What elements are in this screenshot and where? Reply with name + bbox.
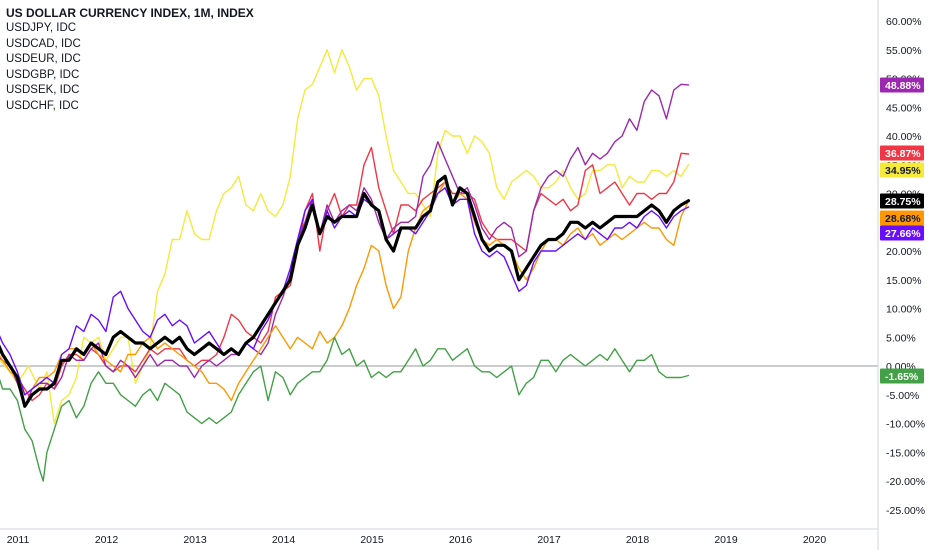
last-value-tag: 36.87% (880, 145, 924, 161)
svg-text:48.88%: 48.88% (885, 80, 921, 92)
x-tick-label: 2014 (272, 534, 296, 546)
y-tick-label: 5.00% (886, 332, 916, 344)
y-tick-label: 10.00% (886, 304, 922, 316)
legend-item-usdchf[interactable]: USDCHF, IDC (6, 99, 79, 112)
svg-text:27.66%: 27.66% (885, 228, 921, 240)
legend: US DOLLAR CURRENCY INDEX, 1M, INDEX USDJ… (6, 6, 254, 115)
last-value-tag: 34.95% (880, 162, 924, 178)
last-value-tag: -1.65% (880, 368, 924, 384)
last-value-tag: 48.88% (880, 77, 924, 93)
y-tick-label: 45.00% (886, 102, 922, 114)
x-tick-label: 2013 (183, 534, 207, 546)
series-line-usdjpy (0, 49, 690, 425)
svg-text:28.68%: 28.68% (885, 213, 921, 225)
y-tick-label: 60.00% (886, 16, 922, 28)
x-tick-label: 2012 (95, 534, 119, 546)
last-value-tag: 27.66% (880, 225, 924, 241)
x-tick-label: 2015 (360, 534, 384, 546)
y-tick-label: 55.00% (886, 45, 922, 57)
x-tick-label: 2011 (7, 534, 30, 546)
svg-text:28.75%: 28.75% (885, 196, 921, 208)
last-value-tag: 28.75% (880, 193, 924, 209)
svg-text:34.95%: 34.95% (885, 165, 921, 177)
legend-item-usdjpy[interactable]: USDJPY, IDC (6, 22, 77, 34)
series-line-usdgbp (0, 181, 690, 402)
x-axis: 2011 2012 2013 2014 2015 2016 2017 2018 2019 2020 (0, 528, 878, 546)
legend-item-usdsek[interactable]: USDSEK, IDC (6, 84, 80, 97)
series-line-us-dollar-currency-index (0, 174, 691, 408)
series-line-usdchf (0, 336, 690, 482)
legend-item-usdgbp[interactable]: USDGBP, IDC (6, 68, 80, 81)
y-tick-label: -15.00% (886, 447, 925, 459)
x-tick-label: 2016 (449, 534, 473, 546)
y-tick-label: 15.00% (886, 275, 922, 287)
series-line-usdeur (0, 83, 690, 407)
last-value-tag: 28.68% (880, 210, 924, 226)
value-tags: 48.88% 36.87% 34.95% 28.75% 28.68% 27.66% -1.6… (880, 77, 924, 384)
y-tick-label: -10.00% (886, 419, 925, 431)
legend-item-usdeur[interactable]: USDEUR, IDC (6, 53, 81, 66)
x-tick-label: 2018 (626, 534, 650, 546)
y-tick-label: 40.00% (886, 131, 922, 143)
y-tick-label: -25.00% (886, 505, 925, 517)
y-tick-label: 20.00% (886, 246, 922, 258)
y-tick-label: -5.00% (886, 390, 919, 402)
x-tick-label: 2017 (537, 534, 561, 546)
y-tick-label: -20.00% (886, 476, 925, 488)
x-tick-label: 2019 (714, 534, 738, 546)
svg-text:-1.65%: -1.65% (885, 371, 919, 383)
legend-title: US DOLLAR CURRENCY INDEX, 1M, INDEX (6, 6, 254, 20)
x-tick-label: 2020 (803, 534, 827, 546)
legend-item-usdcad[interactable]: USDCAD, IDC (6, 37, 81, 50)
svg-text:36.87%: 36.87% (885, 148, 921, 160)
series-group (0, 49, 691, 482)
